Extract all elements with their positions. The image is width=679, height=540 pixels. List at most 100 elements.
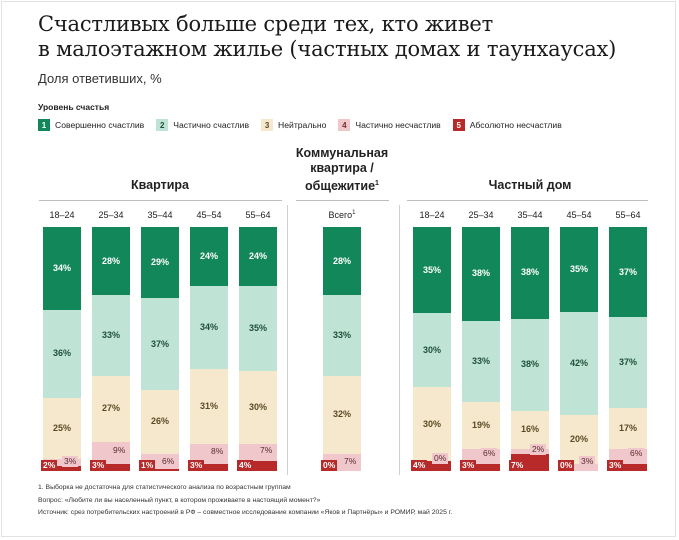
- bar-segment: [511, 227, 549, 319]
- bar-value-badge-5: 0%: [558, 460, 575, 471]
- bar-segment: [141, 298, 179, 390]
- bar-segment: [413, 313, 451, 388]
- category-label: 45–54: [196, 210, 222, 220]
- bar-value-label: 26%: [150, 416, 169, 427]
- bar-value-badge-5: 7%: [509, 460, 526, 471]
- bar-segment: [609, 463, 647, 471]
- bar-value-label: 38%: [520, 359, 539, 370]
- bar-segment: [609, 317, 647, 408]
- bar-segment: [560, 227, 598, 313]
- bar-value-label: 33%: [101, 330, 120, 341]
- bar-value-badge-5: 1%: [139, 460, 156, 471]
- legend-swatch-3: 3: [261, 119, 274, 131]
- bar-value-label: 17%: [618, 422, 637, 433]
- bar-value-label: 30%: [248, 402, 267, 413]
- bar-segment: [141, 468, 179, 471]
- bar-value-label: 19%: [471, 419, 490, 430]
- bar-segment: [413, 227, 451, 314]
- group-title-line: общежитие1: [305, 179, 379, 194]
- bar-value-badge-4: 3%: [62, 456, 79, 467]
- bar-value-label: 33%: [332, 330, 351, 341]
- bar-segment: [92, 463, 130, 471]
- bar-value-badge-4: 7%: [342, 456, 359, 467]
- legend-label-2: Частично счастлив: [173, 120, 250, 130]
- bar-segment: [413, 461, 451, 471]
- bar-segment: [92, 295, 130, 376]
- bar-segment: [43, 227, 81, 310]
- bar-value-badge-5: 4%: [411, 460, 428, 471]
- bar-value-label: 24%: [199, 250, 218, 261]
- bar-segment: [239, 227, 277, 286]
- bar-segment: [190, 227, 228, 286]
- bar-segment: [190, 285, 228, 369]
- bar-value-badge-4: 9%: [111, 444, 128, 456]
- bar-segment: [43, 309, 81, 398]
- bar-value-label: 37%: [618, 266, 637, 277]
- category-label: 18–24: [419, 210, 445, 220]
- bar-value-badge-5: 3%: [90, 460, 107, 471]
- bar-value-badge-5: 3%: [460, 460, 477, 471]
- bar-value-label: 28%: [101, 255, 120, 266]
- legend-label-1: Совершенно счастлив: [55, 120, 145, 130]
- bar-value-label: 33%: [471, 355, 490, 366]
- category-label: 45–54: [566, 210, 592, 220]
- bar-value-label: 32%: [332, 409, 351, 420]
- bar-segment: [239, 285, 277, 371]
- bar-value-label: 30%: [422, 344, 441, 355]
- bar-value-badge-4: 8%: [209, 445, 226, 457]
- chart-subtitle: Доля ответивших, %: [38, 71, 162, 86]
- group-title-1: Квартира: [43, 178, 277, 193]
- group-title-3: Частный дом: [413, 178, 647, 193]
- bar-segment: [462, 401, 500, 449]
- bar-value-badge-5: 0%: [321, 460, 338, 471]
- bar-value-badge-5: 3%: [607, 460, 624, 471]
- legend-swatch-1: 1: [38, 119, 50, 131]
- legend-item-1: 1 Совершенно счастлив: [38, 119, 144, 131]
- bar-segment: [92, 227, 130, 296]
- group-title-line: Квартира: [131, 178, 189, 192]
- footnote-1: 1. Выборка не достаточна для статистичес…: [38, 484, 291, 491]
- legend-item-2: 2 Частично счастлив: [156, 119, 249, 131]
- bar-segment: [609, 407, 647, 450]
- category-label: 55–64: [615, 210, 641, 220]
- legend-title: Уровень счастья: [38, 102, 110, 112]
- bar-segment: [323, 227, 361, 296]
- footnotes: 1. Выборка не достаточна для статистичес…: [38, 482, 452, 520]
- bar-value-label: 38%: [471, 268, 490, 279]
- footnote-question: Вопрос: «Любите ли вы населенный пункт, …: [38, 496, 321, 504]
- bar-segment: [323, 295, 361, 376]
- bar-value-label: 36%: [52, 348, 71, 359]
- group-separator-1: [287, 205, 288, 475]
- bar-segment: [462, 463, 500, 471]
- bar-segment: [190, 368, 228, 445]
- title-line-1: Счастливых больше среди тех, кто живет: [38, 12, 494, 36]
- bar-value-label: 34%: [199, 321, 218, 332]
- legend-label-5: Абсолютно несчастлив: [469, 120, 562, 130]
- category-label: 35–44: [517, 210, 543, 220]
- group-title-line: квартира /: [310, 161, 374, 175]
- group-separator-2: [399, 205, 400, 475]
- bar-value-label: 28%: [332, 255, 351, 266]
- group-rule-2: [296, 200, 389, 201]
- bar-segment: [239, 461, 277, 471]
- bar-value-label: 24%: [248, 250, 267, 261]
- legend-item-4: 4 Частично несчастлив: [338, 119, 441, 131]
- legend-label-3: Нейтрально: [278, 120, 327, 130]
- bar-value-label: 38%: [520, 267, 539, 278]
- legend-swatch-2: 2: [156, 119, 169, 131]
- bar-value-label: 42%: [569, 358, 588, 369]
- bar-value-badge-4: 0%: [432, 453, 449, 465]
- bar-value-badge-4: 2%: [530, 443, 547, 455]
- bar-value-label: 25%: [52, 422, 71, 433]
- bar-segment: [560, 312, 598, 415]
- bar-value-label: 35%: [569, 264, 588, 275]
- group-title-line: Коммунальная: [295, 146, 389, 160]
- legend-label-4: Частично несчастлив: [355, 120, 441, 130]
- bar-segment: [560, 463, 598, 471]
- bar-segment: [560, 414, 598, 464]
- bar-value-badge-4: 3%: [579, 456, 596, 467]
- footnote-source: Источник: срез потребительских настроени…: [38, 509, 453, 516]
- bar-segment: [239, 370, 277, 445]
- bar-segment: [43, 466, 81, 471]
